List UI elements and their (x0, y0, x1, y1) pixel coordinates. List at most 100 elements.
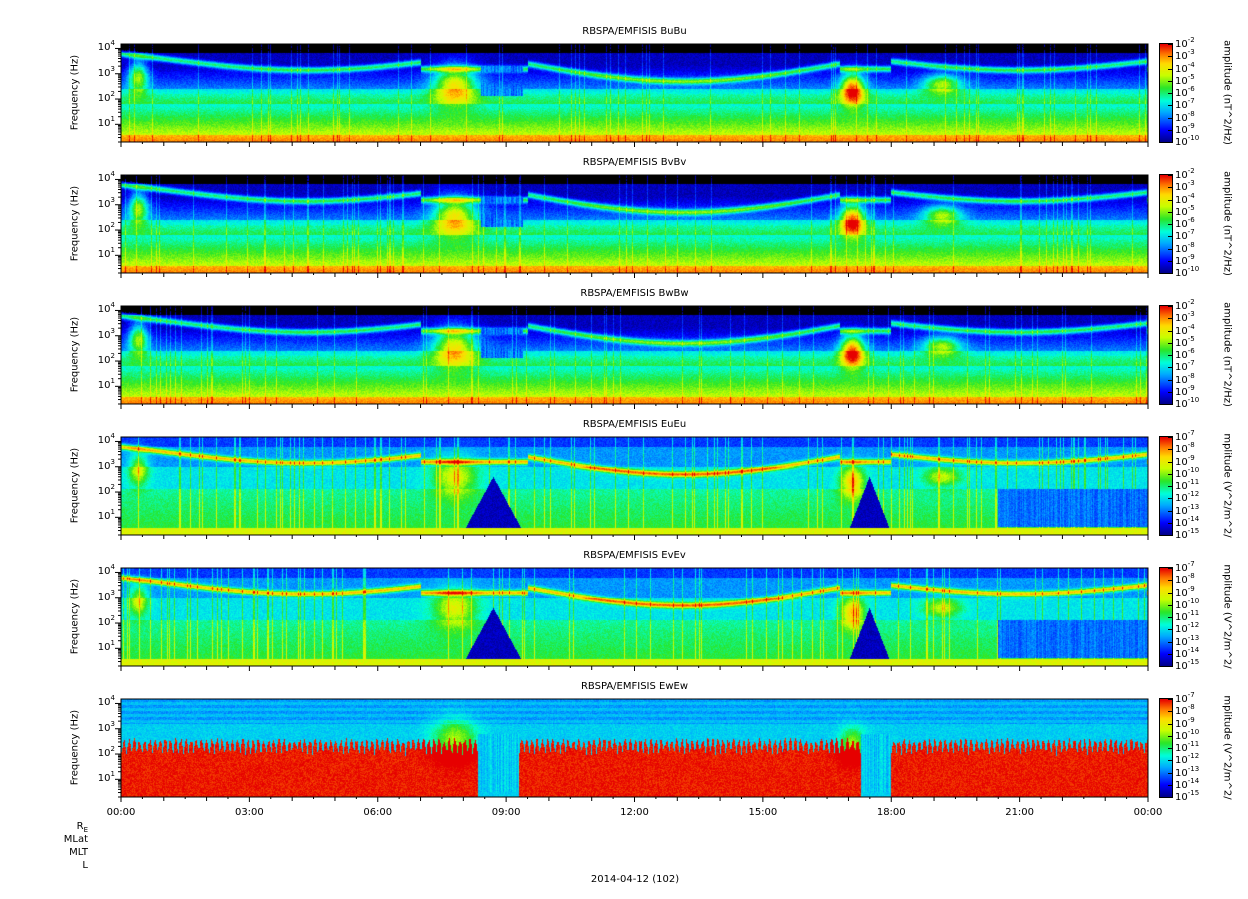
colorbar-title: mplitude (V^2/m^2/ (1221, 695, 1233, 800)
colorbar-title: amplitude (nT^2/Hz) (1221, 40, 1233, 145)
y-tick-label: 103 (97, 195, 115, 210)
y-tick-label: 102 (97, 221, 115, 236)
plot-frame (120, 305, 1149, 405)
colorbar-tick-label: 10-8 (1175, 441, 1195, 456)
colorbar-tick-label: 10-4 (1175, 60, 1195, 75)
colorbar-tick-label: 10-7 (1175, 429, 1195, 443)
y-axis-label: Frequency (Hz) (69, 54, 81, 131)
colorbar-tick-mark (1168, 318, 1172, 319)
colorbar-tick-label: 10-3 (1175, 48, 1195, 63)
y-tick-label: 103 (97, 719, 115, 734)
colorbar (1159, 436, 1173, 536)
colorbar-tick-mark (1168, 130, 1172, 131)
colorbar-tick-mark (1168, 642, 1172, 643)
colorbar-tick-label: 10-9 (1175, 715, 1195, 730)
colorbar-tick-mark (1168, 535, 1172, 536)
colorbar (1159, 43, 1173, 143)
colorbar-tick-mark (1168, 486, 1172, 487)
colorbar-tick-label: 10-4 (1175, 191, 1195, 206)
y-axis-label: Frequency (Hz) (69, 578, 81, 655)
panel-axes (115, 174, 1149, 278)
colorbar-tick-label: 10-14 (1175, 776, 1200, 791)
colorbar-title: mplitude (V^2/m^2/ (1221, 564, 1233, 669)
colorbar-tick-mark (1168, 462, 1172, 463)
panel-title: RBSPA/EMFISIS BuBu (582, 26, 687, 37)
colorbar-tick-label: 10-13 (1175, 633, 1200, 648)
colorbar-tick-label: 10-13 (1175, 502, 1200, 517)
colorbar-tick-mark (1168, 273, 1172, 274)
orbit-label-l: L (82, 860, 88, 871)
colorbar-tick-label: 10-2 (1175, 298, 1195, 312)
colorbar-tick-mark (1168, 699, 1172, 700)
colorbar-tick-mark (1168, 212, 1172, 213)
colorbar-tick-mark (1168, 142, 1172, 143)
spectrogram-heatmap (121, 175, 1148, 273)
y-tick-label: 104 (97, 563, 115, 578)
colorbar-title: mplitude (V^2/m^2/ (1221, 433, 1233, 538)
colorbar-tick-label: 10-4 (1175, 322, 1195, 337)
colorbar-tick-mark (1168, 56, 1172, 57)
y-tick-label: 103 (97, 326, 115, 341)
spectrogram-heatmap (121, 44, 1148, 142)
colorbar-tick-mark (1168, 367, 1172, 368)
colorbar-tick-label: 10-10 (1175, 596, 1200, 611)
panel-title: RBSPA/EMFISIS EwEw (580, 681, 689, 692)
panel-axes (115, 305, 1149, 409)
colorbar-tick-label: 10-14 (1175, 514, 1200, 529)
colorbar-tick-label: 10-8 (1175, 371, 1195, 386)
y-tick-label: 102 (97, 352, 115, 367)
colorbar-tick-mark (1168, 105, 1172, 106)
spectrogram-heatmap (121, 437, 1148, 535)
colorbar (1159, 567, 1173, 667)
colorbar-tick-label: 10-13 (1175, 764, 1200, 779)
x-tick-label: 03:00 (234, 807, 264, 818)
colorbar-tick-mark (1168, 711, 1172, 712)
y-tick-label: 104 (97, 39, 115, 54)
panel-title: RBSPA/EMFISIS EvEv (583, 550, 686, 561)
colorbar-tick-label: 10-9 (1175, 121, 1195, 136)
colorbar-tick-mark (1168, 331, 1172, 332)
colorbar-tick-label: 10-10 (1175, 465, 1200, 480)
colorbar-tick-mark (1168, 404, 1172, 405)
colorbar-tick-label: 10-8 (1175, 703, 1195, 718)
colorbar-tick-mark (1168, 200, 1172, 201)
colorbar-tick-label: 10-11 (1175, 740, 1200, 754)
orbit-label-r: RE (76, 821, 88, 834)
y-tick-label: 101 (97, 115, 115, 130)
y-tick-label: 103 (97, 457, 115, 472)
y-tick-label: 102 (97, 614, 115, 629)
colorbar-tick-mark (1168, 261, 1172, 262)
y-axis-label: Frequency (Hz) (69, 709, 81, 786)
colorbar-tick-mark (1168, 69, 1172, 70)
colorbar-tick-label: 10-12 (1175, 621, 1200, 636)
colorbar-tick-label: 10-15 (1175, 789, 1200, 803)
colorbar-tick-label: 10-10 (1175, 265, 1200, 279)
colorbar-tick-mark (1168, 249, 1172, 250)
y-axis-label: Frequency (Hz) (69, 447, 81, 524)
y-tick-label: 104 (97, 432, 115, 447)
y-tick-label: 103 (97, 588, 115, 603)
colorbar-tick-mark (1168, 437, 1172, 438)
colorbar-tick-label: 10-9 (1175, 453, 1195, 468)
spectrogram-heatmap (121, 306, 1148, 404)
orbit-label-mlat: MLat (63, 834, 88, 845)
colorbar-tick-mark (1168, 449, 1172, 450)
colorbar-tick-mark (1168, 523, 1172, 524)
plot-frame (120, 43, 1149, 143)
spectrogram-heatmap (121, 568, 1148, 666)
colorbar-tick-mark (1168, 785, 1172, 786)
colorbar (1159, 698, 1173, 798)
colorbar-tick-mark (1168, 511, 1172, 512)
colorbar-tick-mark (1168, 773, 1172, 774)
y-tick-label: 102 (97, 90, 115, 105)
colorbar-tick-label: 10-5 (1175, 203, 1195, 218)
colorbar-tick-label: 10-12 (1175, 752, 1200, 767)
colorbar-tick-label: 10-7 (1175, 691, 1195, 705)
colorbar-tick-mark (1168, 736, 1172, 737)
colorbar-tick-label: 10-10 (1175, 134, 1200, 148)
colorbar (1159, 174, 1173, 274)
colorbar (1159, 305, 1173, 405)
colorbar-tick-label: 10-3 (1175, 179, 1195, 194)
colorbar-tick-label: 10-7 (1175, 97, 1195, 112)
colorbar-tick-label: 10-7 (1175, 359, 1195, 374)
